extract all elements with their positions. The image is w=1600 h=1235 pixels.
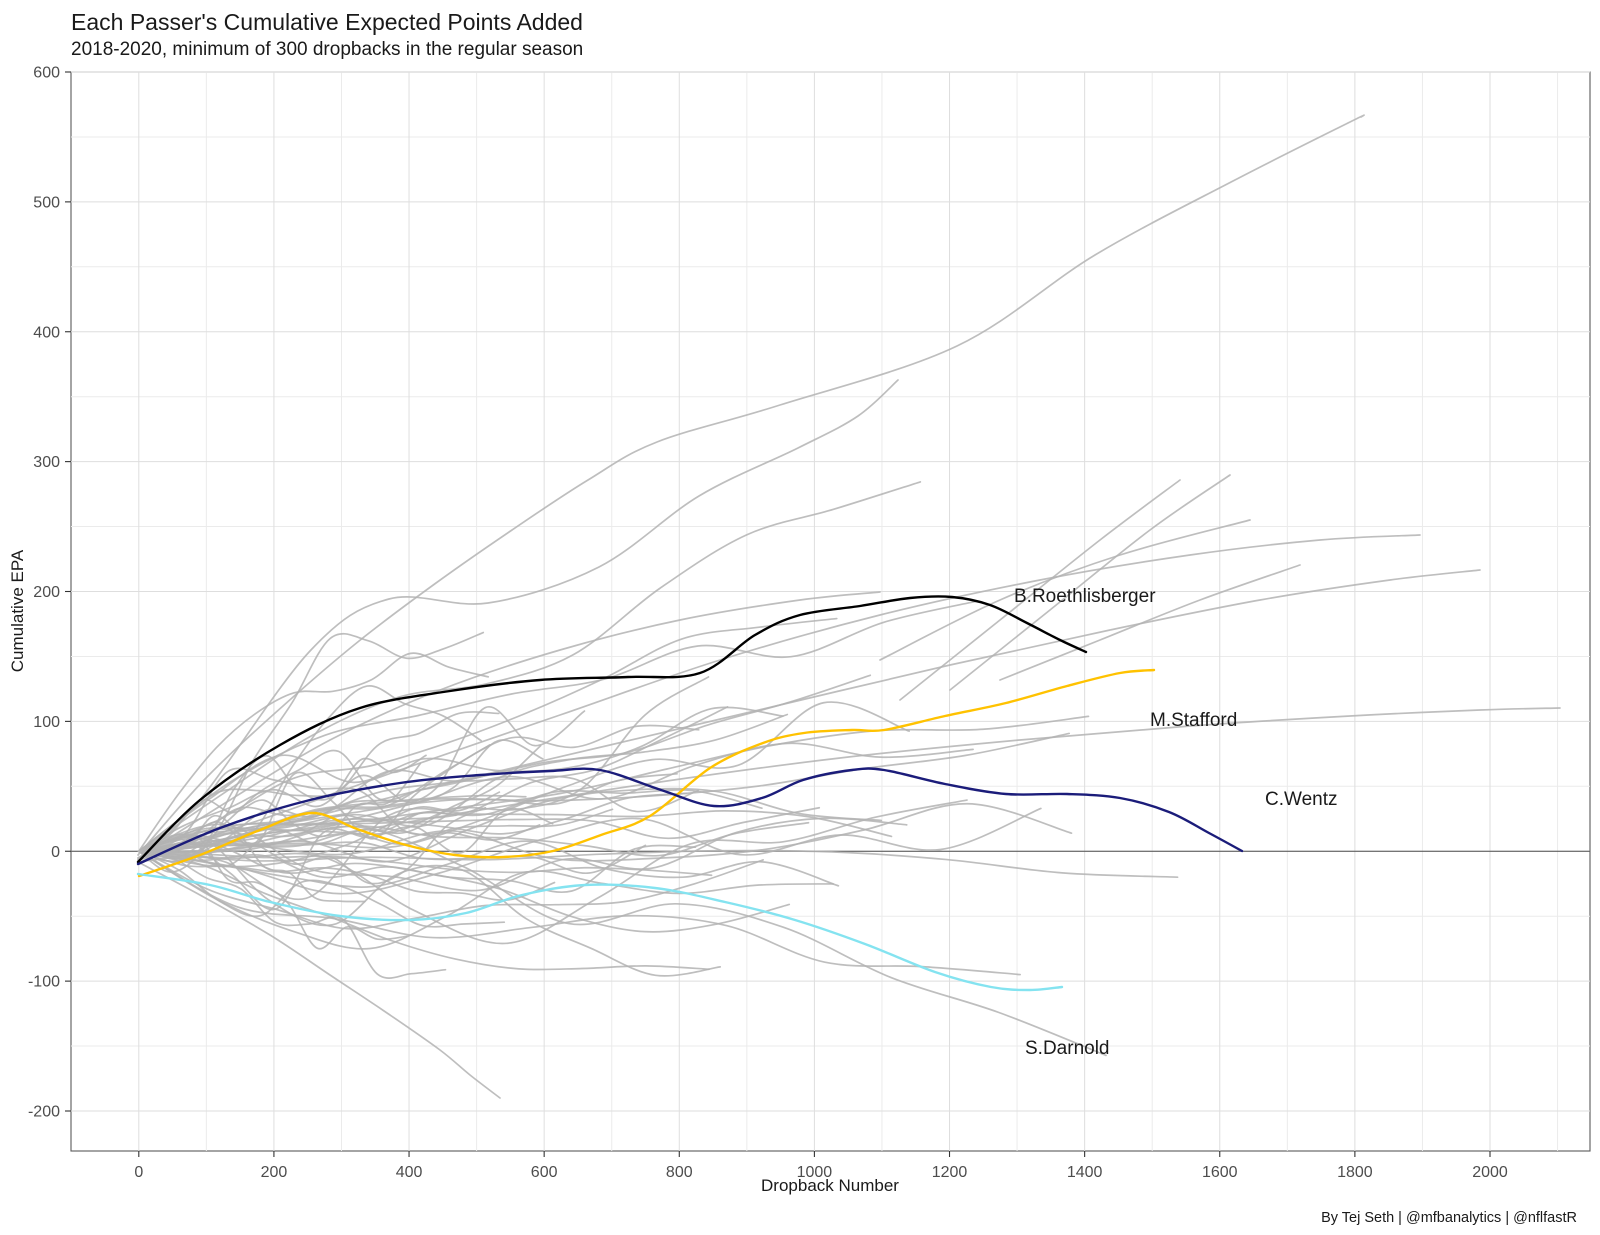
svg-text:800: 800 <box>666 1164 693 1181</box>
svg-text:B.Roethlisberger: B.Roethlisberger <box>1014 586 1156 607</box>
svg-text:600: 600 <box>531 1164 558 1181</box>
svg-text:300: 300 <box>33 454 60 471</box>
svg-text:400: 400 <box>33 324 60 341</box>
svg-text:500: 500 <box>33 194 60 211</box>
svg-text:-100: -100 <box>28 974 60 991</box>
svg-text:C.Wentz: C.Wentz <box>1265 789 1338 810</box>
svg-text:M.Stafford: M.Stafford <box>1150 710 1237 731</box>
svg-text:600: 600 <box>33 65 60 82</box>
svg-text:0: 0 <box>134 1164 143 1181</box>
svg-text:1200: 1200 <box>932 1164 968 1181</box>
svg-text:200: 200 <box>261 1164 288 1181</box>
svg-text:2000: 2000 <box>1472 1164 1508 1181</box>
svg-text:1600: 1600 <box>1202 1164 1238 1181</box>
svg-text:0: 0 <box>51 844 60 861</box>
svg-text:200: 200 <box>33 584 60 601</box>
svg-text:400: 400 <box>396 1164 423 1181</box>
svg-text:1400: 1400 <box>1067 1164 1103 1181</box>
svg-text:-200: -200 <box>28 1104 60 1121</box>
svg-text:100: 100 <box>33 714 60 731</box>
svg-text:S.Darnold: S.Darnold <box>1025 1038 1110 1059</box>
svg-text:1800: 1800 <box>1337 1164 1373 1181</box>
